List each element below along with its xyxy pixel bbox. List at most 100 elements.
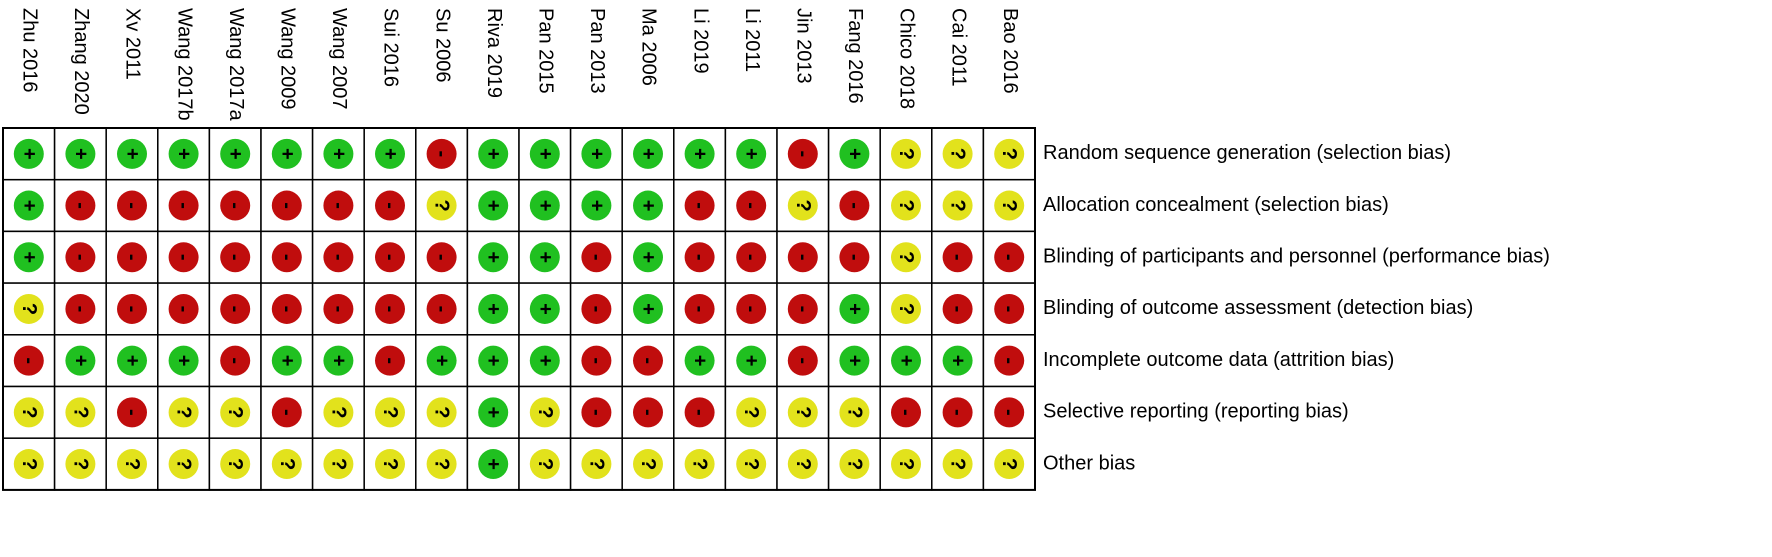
judgment-circle: [117, 345, 147, 376]
judgment-circle: [684, 138, 715, 169]
judgment-symbol: -: [637, 409, 659, 416]
judgment-symbol: +: [69, 355, 91, 367]
judgment-circle: [271, 293, 302, 324]
judgment-circle: [426, 345, 457, 376]
judgment-circle: [839, 345, 870, 376]
judgment-circle: [478, 293, 509, 324]
judgment-symbol: ?: [431, 458, 453, 470]
judgment-circle: [581, 293, 612, 324]
judgment-circle: [117, 138, 147, 169]
judgment-circle: [581, 242, 612, 273]
judgment-symbol: ?: [792, 199, 814, 211]
judgment-symbol: ?: [69, 406, 91, 418]
judgment-circle: [891, 397, 921, 428]
judgment-circle: [633, 293, 663, 324]
judgment-symbol: +: [534, 355, 556, 367]
judgment-circle: [787, 449, 818, 480]
judgment-symbol: -: [740, 202, 762, 209]
judgment-symbol: -: [792, 254, 814, 261]
judgment-circle: [117, 293, 147, 324]
study-label: Riva 2019: [483, 8, 505, 98]
judgment-symbol: ?: [637, 458, 659, 470]
judgment-symbol: ?: [740, 458, 762, 470]
judgment-circle: [478, 190, 509, 221]
judgment-circle: [891, 345, 921, 376]
study-label: Wang 2007: [328, 8, 350, 110]
judgment-circle: [633, 449, 663, 480]
judgment-circle: [839, 242, 870, 273]
judgment-symbol: ?: [998, 458, 1020, 470]
judgment-circle: [426, 397, 457, 428]
judgment-symbol: +: [276, 148, 298, 160]
judgment-symbol: -: [585, 409, 607, 416]
judgment-symbol: ?: [224, 458, 246, 470]
judgment-circle: [839, 293, 870, 324]
judgment-symbol: ?: [740, 406, 762, 418]
judgment-symbol: ?: [895, 148, 917, 160]
judgment-circle: [633, 242, 663, 273]
judgment-symbol: -: [792, 151, 814, 158]
grid-frame: [2, 127, 1036, 491]
judgment-circle: [891, 190, 921, 221]
judgment-circle: [787, 242, 818, 273]
judgment-circle: [581, 190, 612, 221]
judgment-circle: [839, 190, 870, 221]
study-label: Zhu 2016: [19, 8, 41, 93]
judgment-symbol: +: [534, 200, 556, 212]
judgment-circle: [633, 345, 663, 376]
domain-label: Selective reporting (reporting bias): [1043, 401, 1349, 423]
judgment-circle: [271, 345, 302, 376]
study-label: Cai 2011: [947, 8, 969, 87]
judgment-circle: [117, 449, 147, 480]
judgment-circle: [220, 449, 251, 480]
judgment-symbol: ?: [173, 458, 195, 470]
judgment-circle: [13, 138, 44, 169]
judgment-circle: [478, 449, 509, 480]
judgment-symbol: +: [121, 355, 143, 367]
cell: [982, 385, 1036, 439]
judgment-symbol: ?: [843, 406, 865, 418]
domain-label: Random sequence generation (selection bi…: [1043, 142, 1451, 164]
judgment-circle: [13, 449, 44, 480]
judgment-symbol: -: [18, 357, 40, 364]
judgment-circle: [529, 242, 560, 273]
judgment-symbol: +: [482, 355, 504, 367]
judgment-symbol: +: [843, 148, 865, 160]
judgment-symbol: -: [327, 306, 349, 313]
judgment-symbol: +: [585, 148, 607, 160]
judgment-symbol: -: [276, 409, 298, 416]
judgment-symbol: ?: [276, 458, 298, 470]
judgment-circle: [65, 345, 96, 376]
judgment-symbol: -: [585, 254, 607, 261]
judgment-symbol: +: [224, 148, 246, 160]
judgment-circle: [65, 190, 96, 221]
judgment-circle: [426, 190, 457, 221]
study-label: Pan 2015: [535, 8, 557, 94]
judgment-symbol: ?: [585, 458, 607, 470]
domain-label: Allocation concealment (selection bias): [1043, 194, 1389, 216]
judgment-circle: [529, 345, 560, 376]
judgment-circle: [375, 449, 405, 480]
judgment-circle: [13, 293, 44, 324]
judgment-circle: [13, 397, 44, 428]
judgment-circle: [65, 293, 96, 324]
judgment-circle: [787, 190, 818, 221]
judgment-symbol: +: [327, 355, 349, 367]
judgment-symbol: +: [121, 148, 143, 160]
judgment-circle: [736, 397, 767, 428]
domain-label: Incomplete outcome data (attrition bias): [1043, 349, 1394, 371]
judgment-symbol: -: [224, 357, 246, 364]
judgment-circle: [942, 397, 973, 428]
judgment-symbol: ?: [998, 148, 1020, 160]
judgment-symbol: +: [276, 355, 298, 367]
judgment-circle: [787, 138, 818, 169]
judgment-circle: [684, 190, 715, 221]
judgment-symbol: -: [69, 202, 91, 209]
judgment-symbol: +: [69, 148, 91, 160]
judgment-symbol: -: [431, 306, 453, 313]
judgment-circle: [891, 293, 921, 324]
judgment-circle: [942, 449, 973, 480]
judgment-symbol: ?: [18, 303, 40, 315]
judgment-circle: [323, 242, 354, 273]
